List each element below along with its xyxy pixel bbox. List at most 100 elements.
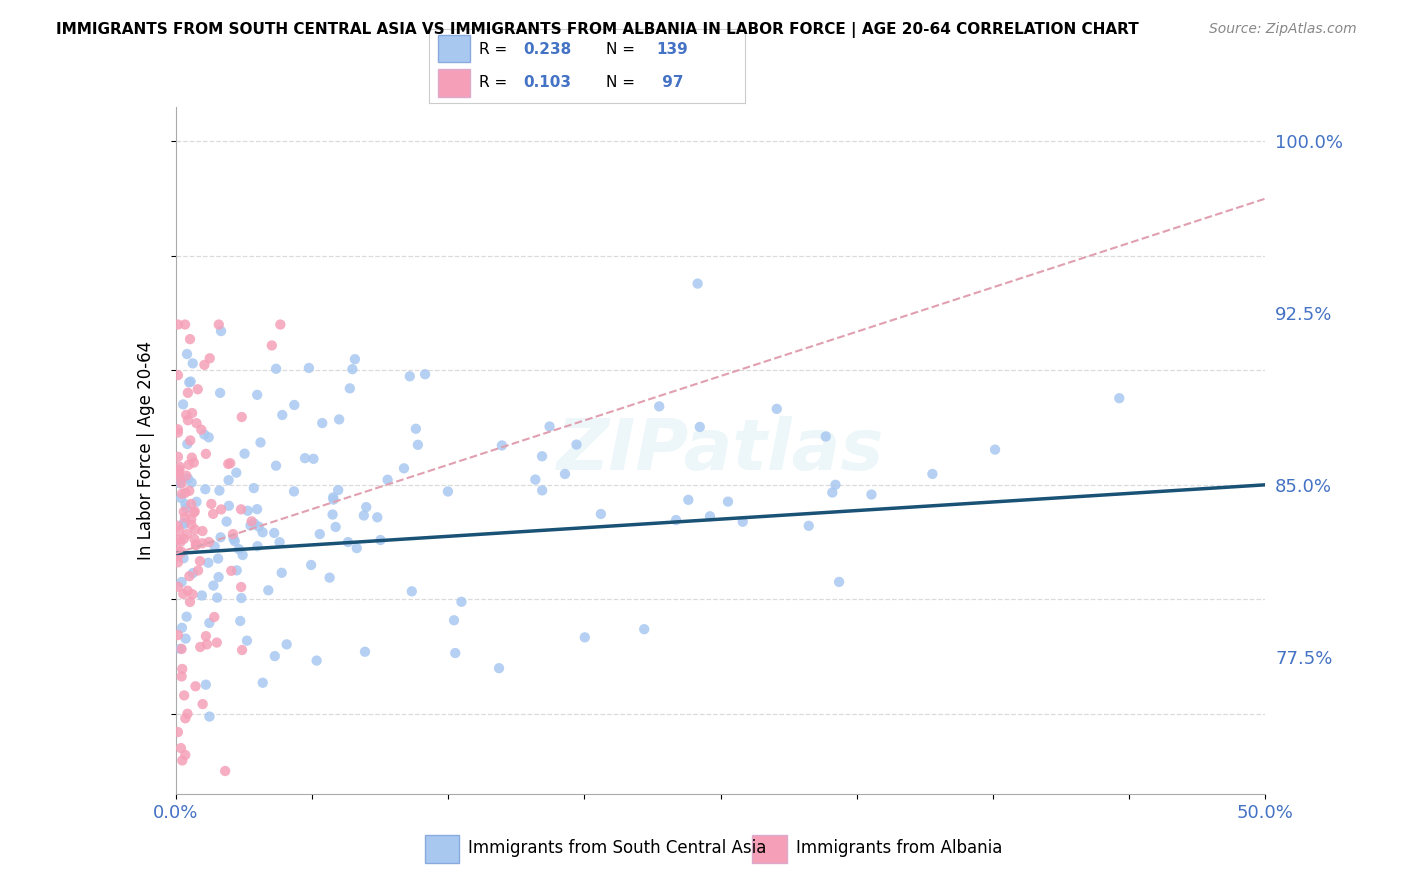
Point — [170, 669, 193, 683]
Point — [167, 368, 190, 383]
Point — [176, 706, 198, 721]
Point — [191, 589, 214, 603]
Text: N =: N = — [606, 42, 640, 57]
Point — [219, 564, 242, 578]
Point — [232, 548, 254, 562]
Point — [699, 509, 721, 524]
Point — [648, 400, 671, 414]
Point — [305, 654, 328, 668]
Point — [179, 332, 201, 346]
Point — [405, 422, 427, 436]
Point — [187, 382, 209, 396]
Point — [354, 645, 377, 659]
Point — [180, 512, 202, 526]
Point — [167, 450, 190, 464]
Point — [689, 420, 711, 434]
Point — [243, 516, 266, 531]
Text: IMMIGRANTS FROM SOUTH CENTRAL ASIA VS IMMIGRANTS FROM ALBANIA IN LABOR FORCE | A: IMMIGRANTS FROM SOUTH CENTRAL ASIA VS IM… — [56, 22, 1139, 38]
Point — [294, 451, 316, 466]
Point — [193, 427, 215, 442]
Point — [180, 497, 202, 511]
Point — [167, 422, 190, 436]
Point — [269, 535, 291, 549]
Point — [325, 520, 347, 534]
Point — [328, 412, 350, 426]
Point — [328, 483, 350, 497]
Point — [524, 473, 547, 487]
Point — [491, 438, 513, 452]
Point — [322, 508, 344, 522]
Point — [177, 385, 200, 400]
Point — [172, 397, 194, 411]
Point — [443, 613, 465, 627]
Text: 139: 139 — [657, 42, 689, 57]
Point — [322, 492, 344, 507]
Point — [343, 352, 366, 367]
Point — [249, 435, 271, 450]
Point — [228, 542, 250, 557]
Point — [167, 533, 190, 547]
Point — [167, 518, 190, 533]
Point — [366, 510, 388, 524]
Point — [179, 483, 201, 498]
Point — [337, 535, 360, 549]
Point — [181, 587, 204, 601]
Point — [208, 483, 231, 498]
Point — [179, 569, 201, 583]
Point — [665, 513, 688, 527]
Text: Source: ZipAtlas.com: Source: ZipAtlas.com — [1209, 22, 1357, 37]
Point — [222, 527, 245, 541]
Point — [207, 570, 229, 584]
Point — [191, 697, 214, 711]
Point — [188, 640, 211, 654]
Point — [308, 527, 330, 541]
Point — [209, 385, 232, 400]
Point — [180, 375, 202, 389]
Point — [765, 401, 787, 416]
Point — [488, 661, 510, 675]
Point — [208, 318, 231, 332]
Point — [174, 747, 197, 762]
Point — [824, 478, 846, 492]
Point — [198, 535, 221, 549]
Point — [821, 485, 844, 500]
Point — [183, 456, 205, 470]
Point — [177, 458, 200, 472]
Point — [271, 408, 294, 422]
Point — [194, 629, 217, 643]
Text: R =: R = — [479, 42, 513, 57]
Point — [177, 471, 200, 485]
Point — [176, 347, 198, 361]
Point — [257, 583, 280, 598]
Text: 0.238: 0.238 — [524, 42, 572, 57]
FancyBboxPatch shape — [752, 836, 786, 863]
Point — [173, 532, 195, 546]
Point — [174, 497, 197, 511]
Point — [174, 632, 197, 646]
Point — [202, 578, 225, 592]
Point — [176, 527, 198, 541]
Point — [231, 580, 253, 594]
Point — [169, 641, 191, 656]
Point — [170, 545, 193, 559]
Point — [183, 504, 205, 518]
Point — [170, 487, 193, 501]
Point — [1108, 391, 1130, 405]
Point — [186, 416, 208, 430]
Text: 0.103: 0.103 — [524, 75, 572, 90]
Point — [183, 505, 205, 519]
Point — [174, 510, 197, 524]
Y-axis label: In Labor Force | Age 20-64: In Labor Force | Age 20-64 — [136, 341, 155, 560]
Point — [167, 545, 190, 559]
Point — [413, 368, 436, 382]
Point — [169, 474, 191, 488]
Point — [229, 614, 252, 628]
Point — [678, 492, 700, 507]
Point — [180, 517, 202, 532]
Point — [339, 381, 361, 395]
Point — [354, 500, 377, 514]
Point — [633, 622, 655, 636]
Point — [538, 419, 561, 434]
Point — [398, 369, 420, 384]
Point — [984, 442, 1007, 457]
